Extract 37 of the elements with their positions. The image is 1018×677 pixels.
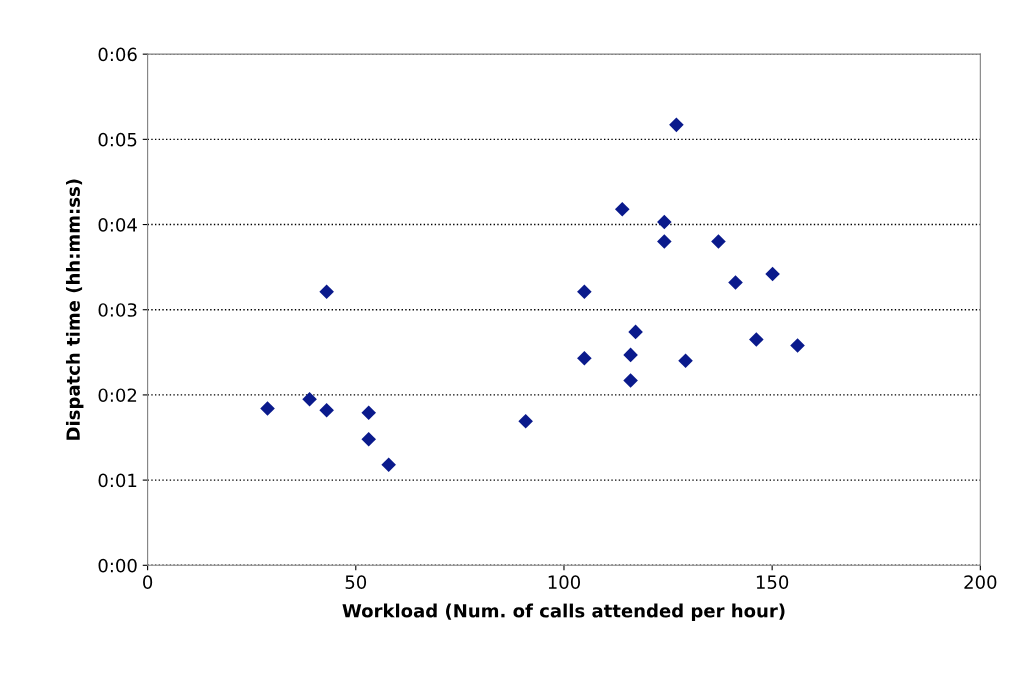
y-tick-label: 0:04 bbox=[98, 218, 137, 232]
point bbox=[678, 353, 693, 369]
point bbox=[577, 351, 592, 366]
y-tick-label: 0:06 bbox=[98, 47, 137, 62]
x-tick-label: 50 bbox=[345, 575, 367, 589]
point bbox=[518, 414, 533, 429]
point bbox=[614, 201, 630, 217]
point bbox=[623, 373, 638, 388]
point bbox=[623, 347, 638, 363]
point bbox=[790, 338, 805, 353]
x-tick-label: 150 bbox=[756, 575, 789, 589]
point bbox=[765, 266, 780, 282]
y-tick-label: 0:03 bbox=[98, 303, 137, 317]
x-axis-title: Workload (Num. of calls attended per hour) bbox=[342, 603, 785, 622]
point bbox=[302, 391, 317, 407]
point bbox=[577, 284, 592, 300]
y-tick-label: 0:00 bbox=[98, 558, 137, 573]
x-tick-label: 200 bbox=[964, 575, 997, 589]
point bbox=[361, 431, 376, 447]
point bbox=[669, 117, 684, 133]
point bbox=[657, 214, 672, 230]
x-tick-label: 0 bbox=[143, 575, 153, 589]
point bbox=[728, 275, 743, 290]
point bbox=[711, 234, 726, 249]
point bbox=[381, 457, 396, 473]
point bbox=[749, 332, 764, 347]
point bbox=[319, 402, 334, 418]
x-tick-label: 100 bbox=[548, 575, 580, 589]
y-axis-title: Dispatch time (hh:mm:ss) bbox=[65, 179, 84, 440]
point bbox=[628, 324, 643, 340]
point bbox=[657, 234, 672, 249]
point bbox=[361, 405, 376, 421]
point bbox=[260, 401, 275, 416]
y-tick-label: 0:01 bbox=[98, 473, 137, 488]
y-tick-label: 0:02 bbox=[98, 388, 137, 403]
y-tick-label: 0:05 bbox=[98, 132, 137, 147]
point bbox=[319, 284, 334, 300]
